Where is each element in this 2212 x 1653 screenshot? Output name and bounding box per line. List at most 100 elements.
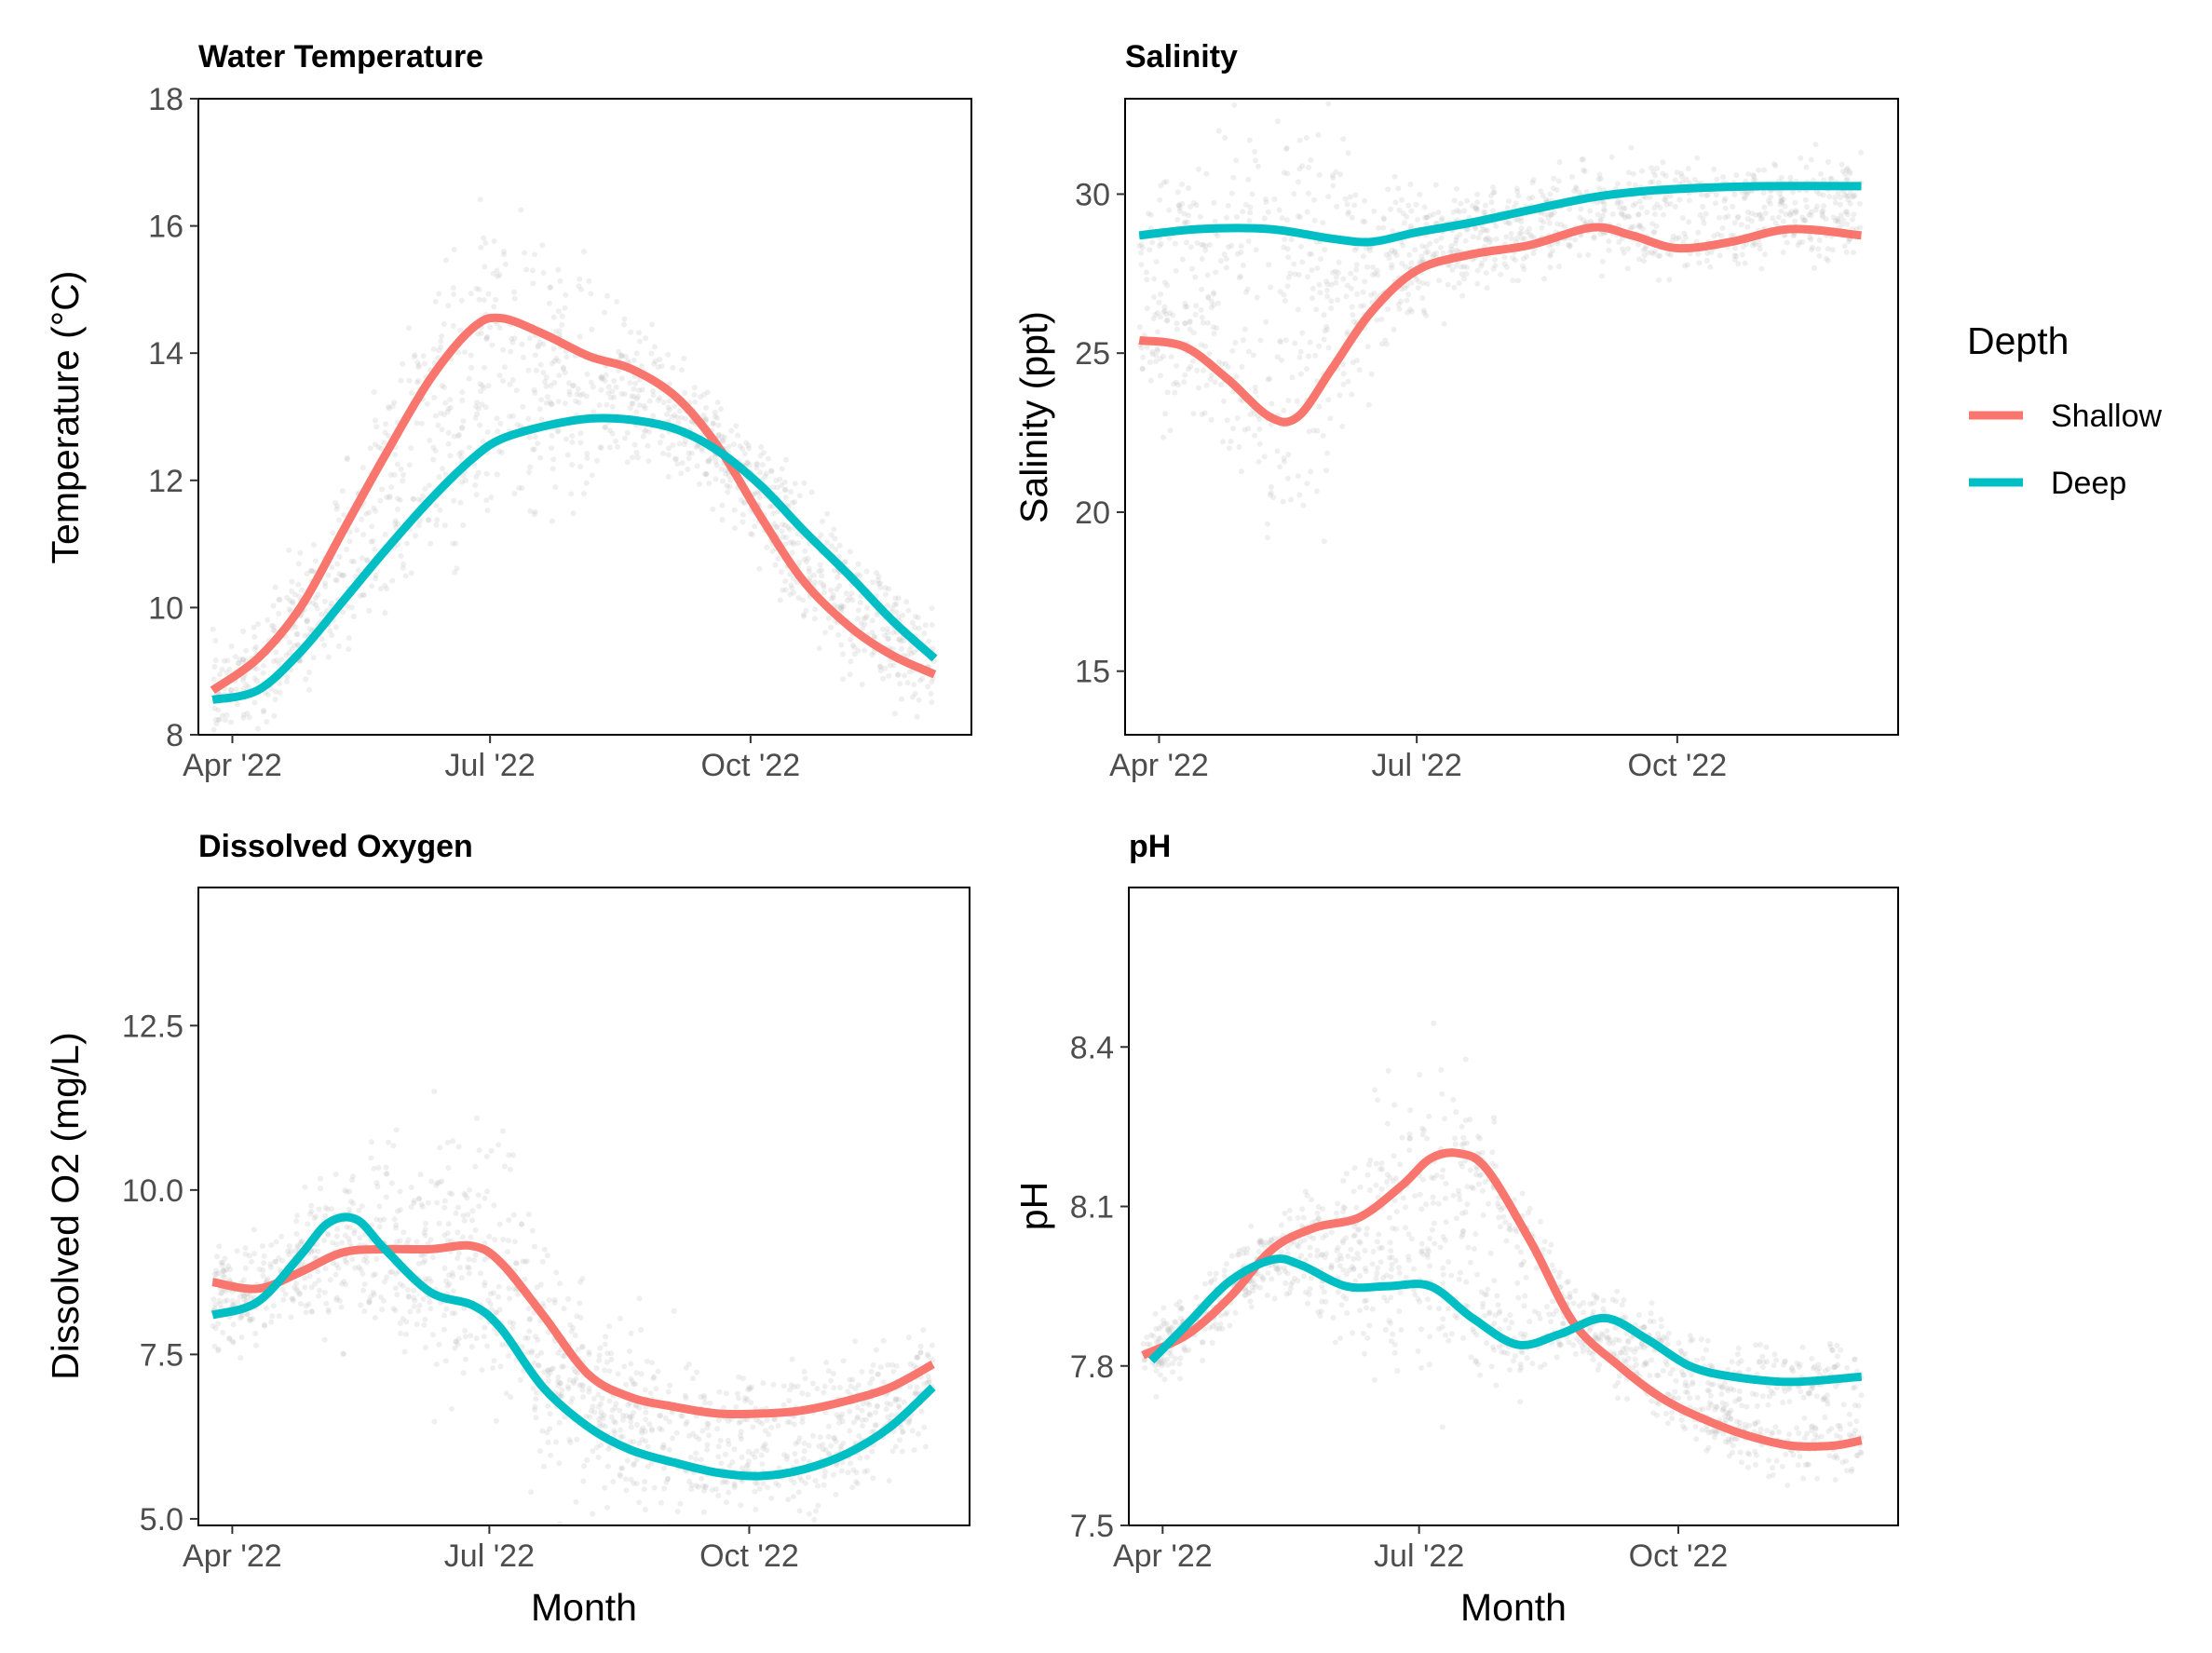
raw-point [230, 1302, 237, 1308]
raw-point [502, 261, 509, 267]
raw-point [704, 1420, 711, 1427]
raw-point [1296, 179, 1301, 185]
raw-point [350, 1173, 356, 1180]
raw-point [1209, 373, 1215, 378]
raw-point [1540, 219, 1547, 225]
raw-point [1847, 170, 1853, 177]
raw-point [617, 1315, 624, 1321]
raw-point [212, 1267, 219, 1274]
raw-point [262, 1322, 267, 1329]
raw-point [292, 591, 298, 598]
raw-point [289, 645, 295, 652]
raw-point [1454, 208, 1460, 213]
raw-point [522, 1276, 528, 1282]
raw-point [261, 708, 267, 713]
raw-point [1804, 1430, 1810, 1437]
raw-point [1564, 1280, 1570, 1286]
raw-point [1809, 247, 1815, 253]
raw-point [1820, 203, 1826, 209]
raw-point [480, 439, 486, 445]
raw-point [215, 1346, 222, 1352]
raw-point [690, 1375, 696, 1382]
raw-point [650, 387, 657, 394]
raw-point [1639, 168, 1645, 174]
raw-point [731, 525, 738, 532]
raw-point [1522, 1293, 1528, 1299]
raw-point [895, 595, 902, 602]
raw-point [296, 593, 303, 600]
raw-point [491, 304, 497, 310]
raw-point [685, 450, 692, 456]
raw-point [1364, 344, 1371, 350]
series-line-deep [211, 413, 938, 704]
raw-point [225, 1263, 232, 1269]
raw-point [1619, 211, 1625, 218]
raw-point [1630, 202, 1636, 209]
raw-point [412, 1297, 418, 1304]
raw-point [742, 1526, 748, 1532]
raw-point [1419, 295, 1426, 301]
raw-point [408, 445, 414, 452]
raw-point [740, 499, 747, 506]
raw-point [759, 1420, 766, 1427]
raw-point [1302, 1188, 1309, 1195]
raw-point [1483, 236, 1488, 242]
raw-point [1387, 1174, 1393, 1181]
raw-point [1726, 1409, 1732, 1416]
raw-point [286, 1243, 292, 1249]
raw-point [438, 338, 444, 345]
raw-point [500, 378, 507, 384]
raw-point [1201, 410, 1208, 416]
y-tick-label: 20 [1075, 495, 1110, 531]
raw-point [1221, 251, 1228, 258]
raw-point [1462, 1158, 1468, 1164]
raw-point [360, 1287, 367, 1294]
raw-point [1200, 1358, 1206, 1363]
raw-point [483, 470, 490, 477]
raw-point [282, 1291, 289, 1297]
raw-point [1550, 1298, 1555, 1305]
raw-point [465, 1212, 471, 1218]
raw-point [534, 1353, 540, 1359]
raw-point [720, 1404, 726, 1411]
raw-point [276, 597, 282, 603]
raw-point [1311, 217, 1318, 224]
raw-point [284, 594, 291, 601]
raw-point [642, 428, 648, 435]
raw-point [799, 1415, 806, 1421]
raw-point [1292, 340, 1298, 346]
raw-point [588, 1408, 594, 1414]
raw-point [1423, 312, 1430, 318]
raw-point [1518, 230, 1525, 237]
raw-point [395, 1208, 400, 1214]
raw-point [1771, 161, 1777, 168]
raw-point [814, 1483, 821, 1489]
raw-point [1433, 250, 1439, 256]
raw-point [587, 1414, 593, 1420]
raw-point [1144, 277, 1150, 283]
raw-point [1142, 1364, 1148, 1371]
raw-point [508, 348, 514, 355]
raw-point [623, 1487, 630, 1494]
raw-point [1828, 1426, 1835, 1431]
raw-point [596, 1357, 603, 1363]
raw-point [1147, 359, 1153, 365]
raw-point [811, 1516, 818, 1523]
raw-point [596, 1420, 603, 1427]
raw-point [783, 1456, 790, 1462]
raw-point [418, 1201, 425, 1208]
raw-point [215, 1348, 222, 1354]
raw-point [452, 1345, 458, 1351]
raw-point [522, 1258, 528, 1265]
raw-point [779, 528, 785, 535]
raw-point [529, 1348, 536, 1354]
raw-point [273, 1239, 279, 1245]
raw-point [1167, 427, 1174, 434]
raw-point [1850, 194, 1856, 200]
raw-point [472, 1226, 479, 1233]
raw-point [861, 616, 867, 622]
raw-point [270, 658, 277, 665]
raw-point [1649, 165, 1655, 171]
raw-point [332, 1172, 339, 1177]
raw-point [631, 441, 638, 448]
